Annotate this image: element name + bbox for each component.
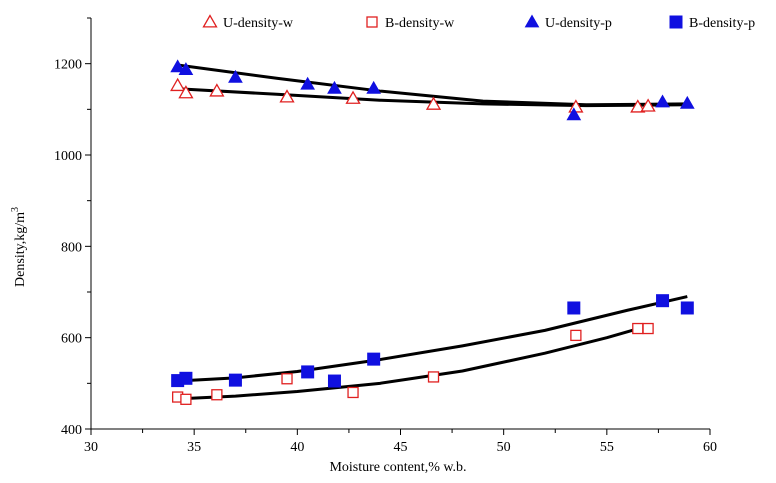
y-axis-title-text: Density,kg/m [13, 212, 28, 287]
y-tick-label: 1000 [54, 149, 82, 164]
legend: U-density-w B-density-w U-density-p B-densi… [202, 14, 755, 31]
data-point [301, 365, 315, 379]
data-point [327, 374, 341, 388]
data-point [425, 96, 442, 110]
trendlines [177, 63, 688, 401]
data-point [655, 94, 670, 108]
x-axis-title: Moisture content,% w.b. [329, 460, 466, 475]
axes: 30 35 40 45 50 55 60 400 600 800 1000 1200 [54, 17, 717, 455]
x-tick-label: 45 [394, 440, 408, 455]
data-point [279, 89, 295, 103]
data-point [211, 389, 223, 401]
x-tick-label: 60 [703, 440, 717, 455]
data-point [566, 107, 582, 121]
y-axis-title: Density,kg/m3 [10, 207, 28, 287]
data-point [367, 352, 381, 366]
data-point [679, 95, 695, 109]
data-point [170, 59, 186, 73]
legend-label: B-density-p [689, 16, 755, 31]
legend-marker [524, 14, 540, 28]
data-point [680, 301, 694, 315]
data-point [180, 393, 192, 405]
legend-marker [366, 16, 378, 28]
data-point [347, 386, 359, 399]
trendline [177, 295, 688, 383]
data-point [632, 322, 644, 335]
legend-label: U-density-p [545, 16, 612, 31]
data-point [300, 76, 316, 90]
data-point [366, 80, 382, 94]
y-tick-label: 800 [61, 240, 82, 255]
x-tick-label: 55 [600, 440, 614, 455]
y-tick-label: 1200 [54, 58, 82, 73]
trendline [177, 63, 688, 107]
data-point [281, 373, 293, 385]
data-point [170, 77, 186, 92]
data-points [170, 59, 695, 405]
data-point [228, 69, 243, 83]
trendline [177, 324, 649, 401]
data-point [567, 301, 581, 315]
data-point [656, 294, 670, 308]
y-axis-title-superscript: 3 [10, 207, 21, 212]
y-axis-title-group: Density,kg/m3 [10, 207, 28, 287]
data-point [642, 322, 654, 335]
y-tick-label: 600 [61, 332, 82, 347]
y-tick-label: 400 [61, 423, 82, 438]
legend-marker [202, 14, 218, 28]
data-point [345, 90, 361, 104]
legend-label: U-density-w [223, 16, 294, 31]
data-point [178, 85, 194, 99]
x-tick-label: 35 [187, 440, 201, 455]
data-point [228, 373, 242, 387]
data-point [570, 329, 582, 342]
legend-marker [669, 15, 683, 29]
x-tick-label: 50 [497, 440, 511, 455]
data-point [630, 99, 646, 113]
data-point [179, 371, 193, 385]
data-point [178, 62, 194, 75]
data-point [209, 83, 225, 97]
x-tick-label: 40 [290, 440, 304, 455]
data-point [427, 371, 440, 383]
data-point [327, 80, 342, 94]
data-point [640, 98, 656, 112]
legend-label: B-density-w [385, 16, 455, 31]
x-tick-label: 30 [84, 440, 98, 455]
